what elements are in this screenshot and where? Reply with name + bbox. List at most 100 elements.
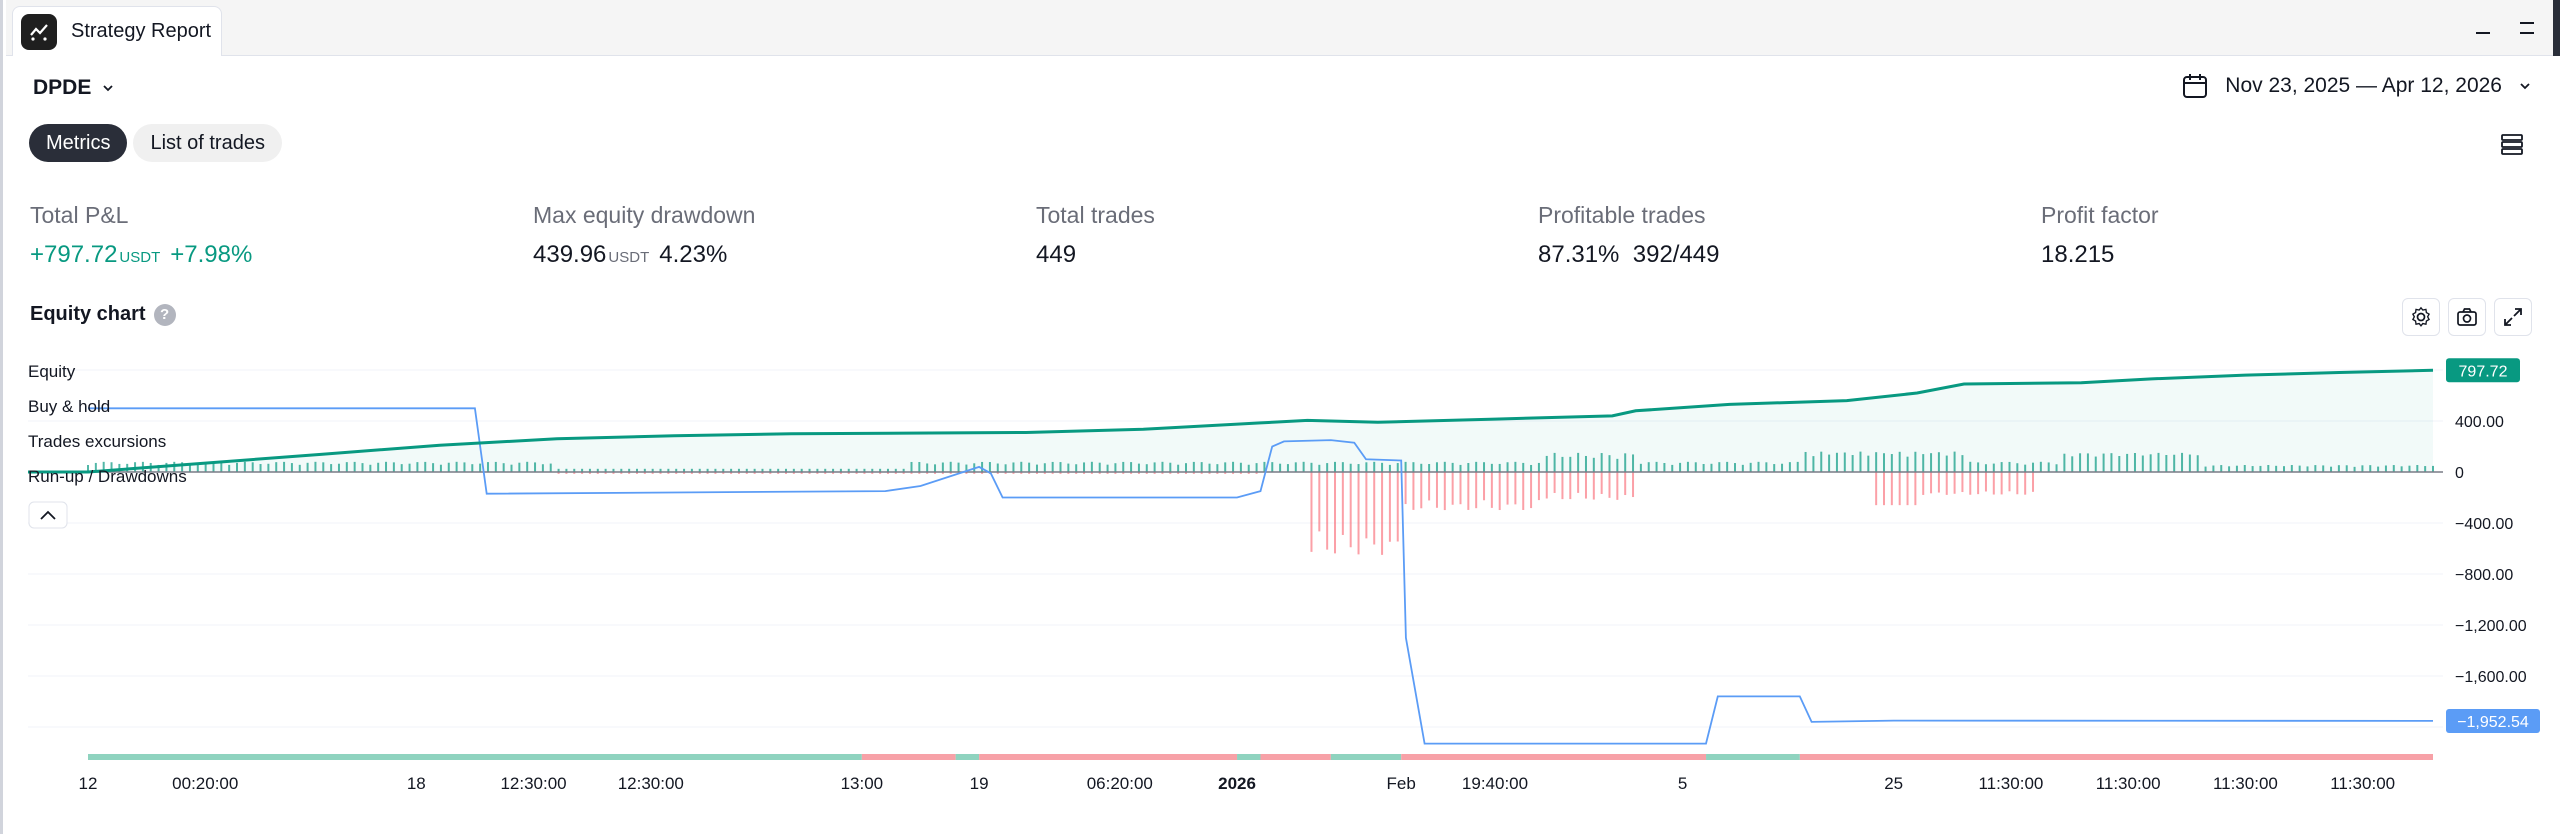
collapse-legend-button[interactable]	[28, 501, 68, 529]
x-tick-label: 11:30:00	[1978, 774, 2043, 793]
x-tick-label: 11:30:00	[2096, 774, 2161, 793]
total-pnl-value: +797.72	[30, 241, 118, 268]
max-drawdown-value: 439.96	[533, 241, 607, 268]
symbol-name: DPDE	[33, 76, 92, 99]
strategy-report-icon	[21, 13, 57, 50]
expand-icon	[2504, 308, 2522, 326]
buy-hold-line	[87, 407, 2434, 745]
y-tick-label: −1,600.00	[2455, 669, 2527, 686]
session-segment	[955, 754, 980, 760]
max-drawdown-percent: 4.23%	[659, 241, 728, 268]
y-tick-label: −800.00	[2455, 567, 2513, 584]
x-tick-label: 00:20:00	[172, 774, 238, 793]
session-segment	[1401, 754, 1707, 760]
metric-label: Profitable trades	[1538, 202, 1706, 228]
equity-chart-title: Equity chart ?	[30, 303, 176, 326]
x-tick-label: 19:40:00	[1462, 774, 1528, 793]
chevron-down-icon	[2520, 83, 2530, 90]
equity-line	[28, 368, 2434, 474]
y-axis-labels: 400.00 0 −400.00 −800.00 −1,200.00 −1,600.00	[2455, 414, 2527, 686]
metric-profit-factor: Profit factor 18.215	[2041, 202, 2159, 269]
currency-unit: USDT	[608, 249, 650, 266]
profit-factor-value: 18.215	[2041, 241, 2115, 268]
symbol-selector[interactable]: DPDE	[33, 76, 115, 100]
tab-list-of-trades[interactable]: List of trades	[133, 124, 282, 162]
x-tick-label: 12:30:00	[618, 774, 684, 793]
total-pnl-percent: +7.98%	[170, 241, 253, 268]
window-tab-strip: Strategy Report	[6, 0, 2560, 56]
rows-icon	[2501, 134, 2523, 155]
chevron-down-icon	[103, 85, 113, 92]
x-tick-label: 18	[407, 774, 426, 793]
legend-buy-hold: Buy & hold	[28, 397, 110, 416]
session-segment	[1799, 754, 2433, 760]
legend-runup-drawdowns: Run-up / Drawdowns	[28, 467, 187, 486]
tab-strategy-report[interactable]: Strategy Report	[12, 6, 222, 56]
buyhold-badge-text: −1,952.54	[2457, 714, 2529, 731]
legend-equity: Equity	[28, 362, 76, 381]
metric-label: Total trades	[1036, 202, 1155, 228]
y-tick-label: 0	[2455, 465, 2464, 482]
session-segment	[1706, 754, 1800, 760]
profitable-percent: 87.31%	[1538, 241, 1620, 268]
x-tick-label: Feb	[1387, 774, 1416, 793]
window-edge-scrollbar[interactable]	[2553, 0, 2560, 56]
equity-area-fill	[28, 370, 2433, 472]
restore-icon[interactable]	[2513, 14, 2541, 42]
report-tabs: Metrics List of trades	[29, 124, 282, 162]
metric-label: Profit factor	[2041, 202, 2159, 228]
metric-total-trades: Total trades 449	[1036, 202, 1155, 269]
equity-value-badge: 797.72	[2446, 358, 2520, 383]
x-tick-label: 19	[970, 774, 989, 793]
minimize-icon[interactable]	[2469, 14, 2497, 42]
x-tick-label: 11:30:00	[2330, 774, 2395, 793]
x-tick-label: 25	[1884, 774, 1903, 793]
metric-total-pnl: Total P&L +797.72 USDT +7.98%	[30, 202, 252, 269]
date-range-selector[interactable]: Nov 23, 2025 — Apr 12, 2026	[2181, 72, 2532, 100]
profitable-ratio: 392/449	[1632, 241, 1720, 268]
session-segment	[1237, 754, 1261, 760]
chart-title-text: Equity chart	[30, 303, 146, 325]
session-segment	[1330, 754, 1402, 760]
x-tick-label: 06:20:00	[1087, 774, 1153, 793]
camera-icon	[2457, 308, 2477, 326]
fullscreen-button[interactable]	[2494, 298, 2532, 336]
layout-toggle-button[interactable]	[2494, 126, 2530, 162]
tab-metrics[interactable]: Metrics	[29, 124, 128, 162]
session-strip	[88, 754, 2433, 760]
runup-bars	[87, 451, 2434, 472]
y-tick-label: 400.00	[2455, 414, 2504, 431]
equity-chart[interactable]: 400.000−400.00−800.00−1,200.00−1,600.00 …	[3, 355, 2560, 825]
currency-unit: USDT	[119, 249, 161, 266]
screenshot-button[interactable]	[2448, 298, 2486, 336]
buyhold-value-badge: −1,952.54	[2446, 708, 2540, 733]
metric-max-drawdown: Max equity drawdown 439.96 USDT 4.23%	[533, 202, 755, 269]
chart-toolbar	[2402, 298, 2532, 336]
gear-icon	[2411, 306, 2430, 327]
y-tick-label: −400.00	[2455, 516, 2513, 533]
session-segment	[1260, 754, 1331, 760]
legend-trades-excursions: Trades excursions	[28, 432, 166, 451]
y-tick-label: −1,200.00	[2455, 618, 2527, 635]
session-segment	[979, 754, 1238, 760]
x-tick-label: 11:30:00	[2213, 774, 2278, 793]
session-segment	[861, 754, 956, 760]
chevron-up-icon	[40, 510, 56, 520]
x-tick-label: 13:00	[841, 774, 884, 793]
help-icon[interactable]: ?	[153, 303, 176, 326]
x-tick-label: 12	[79, 774, 98, 793]
metric-label: Total P&L	[30, 202, 129, 228]
x-axis-labels: 12 00:20:00 18 12:30:00 12:30:00 13:00 19 06:20…	[79, 774, 2396, 793]
x-tick-label: 5	[1678, 774, 1687, 793]
x-tick-label: 12:30:00	[500, 774, 566, 793]
metric-label: Max equity drawdown	[533, 202, 756, 228]
metric-profitable-trades: Profitable trades 87.31% 392/449	[1538, 202, 1720, 269]
session-segment	[88, 754, 862, 760]
x-tick-label: 2026	[1218, 774, 1256, 793]
equity-badge-text: 797.72	[2459, 363, 2508, 380]
tab-title: Strategy Report	[71, 20, 212, 42]
calendar-icon	[2183, 74, 2208, 98]
date-range-text: Nov 23, 2025 — Apr 12, 2026	[2225, 74, 2502, 97]
settings-button[interactable]	[2402, 298, 2440, 336]
